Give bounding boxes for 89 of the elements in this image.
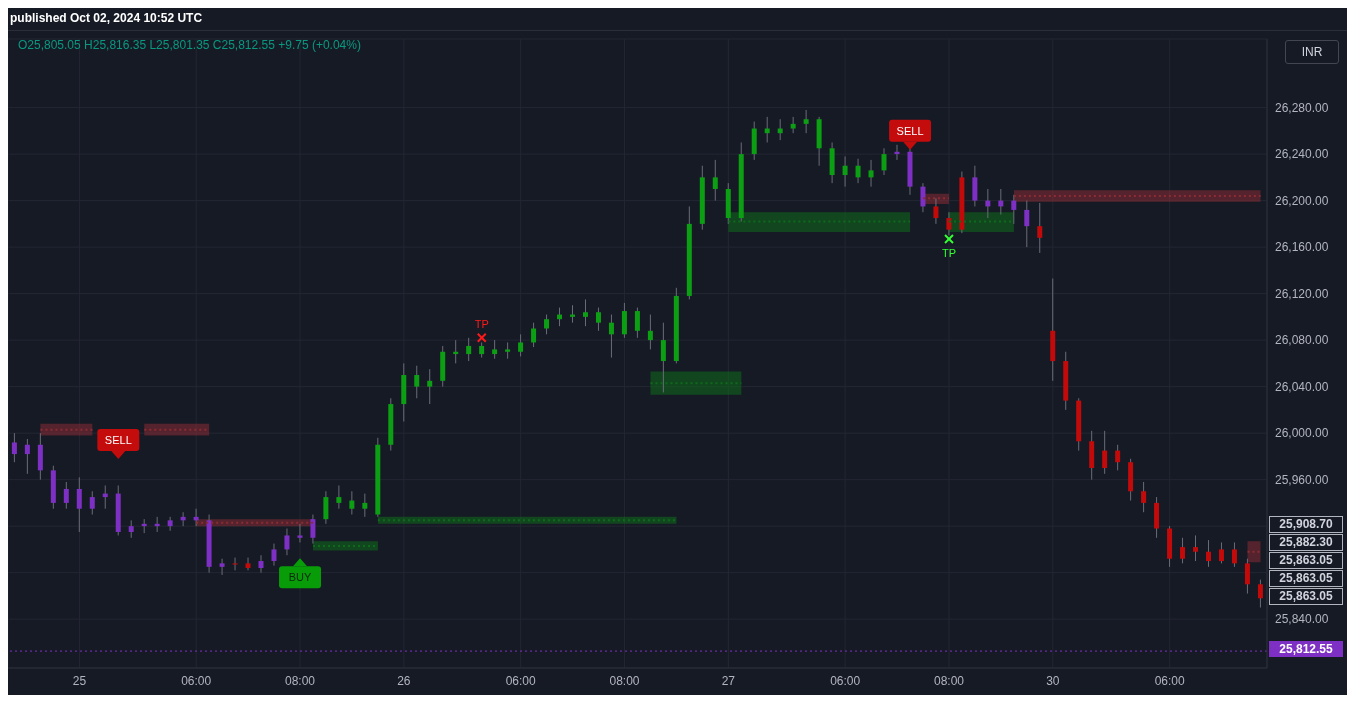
series-label: TP [474,317,489,330]
candlestick [336,484,342,510]
candlestick [621,302,627,339]
candlestick [1244,558,1250,595]
ref-line-label: 25,812.55 [1269,641,1343,658]
candlestick [1218,541,1224,564]
candlestick [803,109,809,134]
x-tick-label: 08:00 [933,673,965,688]
candlestick [855,158,861,184]
x-tick-label: 06:00 [1154,673,1185,688]
candlestick [1257,579,1263,609]
candlestick [531,322,537,348]
y-tick-label: 26,120.00 [1275,286,1329,301]
candlestick [1180,537,1186,564]
x-tick-label: 08:00 [285,673,316,688]
candlestick [167,516,173,532]
candlestick [920,182,926,213]
x-tick-label: 06:00 [830,673,861,688]
candlestick [89,490,95,516]
series-label: BUY [288,571,312,584]
candlestick [427,368,433,405]
candlestick [1193,534,1199,562]
candlestick [258,554,264,574]
candlestick [1141,481,1147,513]
text: SELL [104,434,132,447]
series-label: SELL [896,124,924,137]
candlestick [1024,200,1030,248]
candlestick [323,490,329,525]
series-label: TP [941,246,957,259]
candlestick [1115,444,1121,471]
y-tick-label: 26,280.00 [1275,100,1329,115]
candlestick [492,339,498,360]
candlestick [660,322,666,393]
candlestick [712,159,718,202]
x-tick-label: 27 [721,673,736,688]
candlestick [634,307,640,339]
y-tick-label: 25,960.00 [1275,472,1329,487]
text: published Oct 02, 2024 10:52 UTC [10,11,203,25]
y-tick-label: 26,000.00 [1275,426,1329,441]
candlestick [284,527,290,556]
y-tick-label: 26,200.00 [1275,193,1329,208]
x-tick-label: 06:00 [181,673,212,688]
candlestick [881,147,887,176]
y-tick-label: 26,040.00 [1275,379,1329,394]
candlestick [1231,541,1237,568]
candlestick [868,159,874,188]
text: 25,863.05 [1269,570,1343,588]
candlestick [232,557,238,571]
candlestick [842,155,848,188]
text: 25,863.05 [1269,552,1343,570]
text: 25,882.30 [1269,534,1343,552]
candlestick [245,557,251,571]
y-tick-label: 26,080.00 [1275,333,1329,348]
candlestick [1037,202,1043,254]
y-tick-label: 26,160.00 [1275,240,1329,255]
candlestick [518,333,524,357]
candlestick [11,432,17,463]
candlestick [1011,194,1017,225]
candlestick [608,314,614,359]
candlestick [595,307,601,332]
x-tick-label: 26 [397,673,411,688]
candlestick [219,558,225,576]
candlestick [310,514,316,545]
candlestick [63,481,69,510]
candlestick [544,314,550,335]
x-tick-label: 30 [1046,673,1060,688]
candlestick [1206,539,1211,568]
x-tick-label: 06:00 [505,673,537,688]
x-tick-label: 08:00 [609,673,640,688]
candlestick [1102,430,1108,475]
text: INR [1285,40,1339,64]
candlestick [933,197,939,225]
candlestick [271,543,277,567]
text: 25,908.70 [1269,516,1343,534]
candlestick [297,523,303,543]
candlestick [76,476,82,533]
candlestick [24,438,30,475]
text: 25,863.05 [1269,588,1343,606]
candlestick [582,298,588,327]
y-tick-label: 25,840.00 [1275,612,1329,627]
y-tick-label: 26,240.00 [1275,147,1329,162]
candlestick [414,365,420,399]
candlestick [362,493,368,518]
candlestick [647,314,653,350]
x-tick-label: 25 [72,673,87,688]
candlestick [972,165,978,207]
chart-subtitle: O25,805.05 H25,816.35 L25,801.35 C25,812.55 +9.75 (+0.04%) [18,38,361,52]
candlestick [466,337,472,362]
candlestick [349,490,355,516]
